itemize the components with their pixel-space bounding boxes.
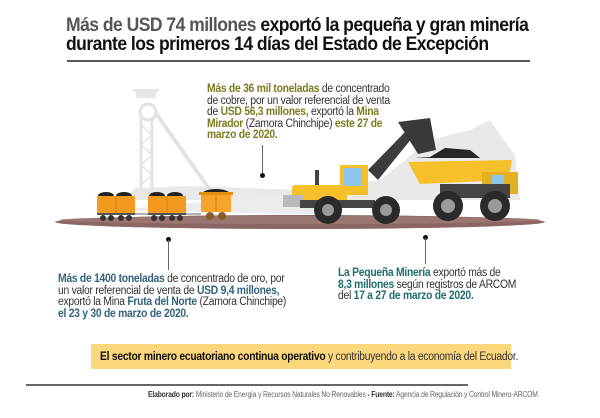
- callout-fruta-del-norte: Más de 1400 toneladas de concentrado de …: [58, 273, 287, 320]
- title-line-1: Más de USD 74 millones exportó la pequeñ…: [66, 14, 529, 36]
- pequena-pin-line: [425, 238, 426, 264]
- title-line-2: durante los primeros 14 días del Estado …: [66, 33, 489, 55]
- dump-truck-icon: [408, 148, 518, 221]
- ore-pile-icon: [415, 148, 480, 158]
- footer-credits: Elaborado por: Ministerio de Energía y R…: [148, 390, 538, 399]
- mining-illustration: [55, 89, 545, 229]
- ore-wagon-icon: [97, 189, 233, 221]
- summary-banner-text: El sector minero ecuatoriano continua op…: [100, 351, 519, 363]
- callout-pequena-mineria: La Pequeña Minería exportó más de 8,3 mi…: [338, 267, 517, 302]
- page-title: Más de USD 74 millones exportó la pequeñ…: [66, 14, 529, 55]
- title-divider: [67, 60, 530, 62]
- mirador-pin-dot: [260, 173, 265, 178]
- fruta-pin-line: [168, 240, 169, 270]
- mine-headframe-icon: [133, 89, 212, 192]
- mirador-pin-line: [262, 145, 263, 173]
- footer-divider: [26, 384, 468, 386]
- callout-mina-mirador: Más de 36 mil toneladas de concentrado d…: [207, 83, 390, 141]
- fruta-pin-dot: [166, 237, 171, 242]
- wheel-loader-icon: [283, 118, 436, 224]
- summary-banner: [91, 344, 511, 369]
- title-highlight: Más de USD 74 millones: [66, 14, 257, 36]
- pequena-pin-dot: [423, 235, 428, 240]
